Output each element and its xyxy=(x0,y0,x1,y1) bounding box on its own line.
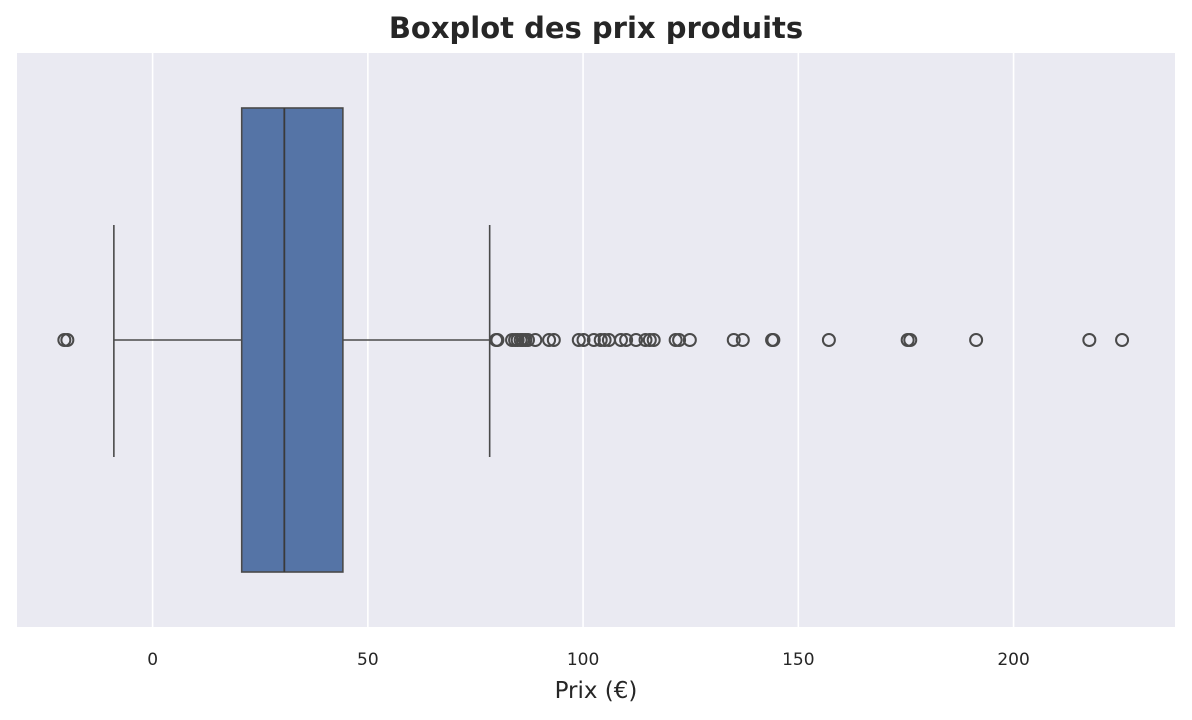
x-tick-label: 0 xyxy=(147,650,158,670)
outliers-group xyxy=(57,333,1130,347)
outlier-point xyxy=(586,333,601,347)
chart-title: Boxplot des prix produits xyxy=(389,11,803,45)
outlier-point xyxy=(638,333,653,347)
outlier-point xyxy=(613,333,628,347)
outlier-point xyxy=(546,333,561,347)
outlier-point xyxy=(597,333,612,347)
outlier-point xyxy=(682,333,697,347)
box-iqr xyxy=(240,107,344,573)
outlier-point xyxy=(766,333,781,347)
outlier-point xyxy=(571,333,586,347)
outlier-point xyxy=(969,333,984,347)
x-axis-label: Prix (€) xyxy=(555,678,638,704)
outlier-point xyxy=(646,333,661,347)
outlier-point xyxy=(60,333,75,347)
outlier-point xyxy=(593,333,608,347)
outlier-point xyxy=(619,333,634,347)
x-tick-label: 150 xyxy=(782,650,814,670)
outlier-point xyxy=(576,333,591,347)
outlier-point xyxy=(642,333,657,347)
outlier-point xyxy=(1082,333,1097,347)
x-tick-label: 100 xyxy=(567,650,599,670)
outlier-point xyxy=(542,333,557,347)
outlier-point xyxy=(735,333,750,347)
x-tick-label: 200 xyxy=(997,650,1029,670)
box-group xyxy=(113,107,491,573)
outlier-point xyxy=(821,333,836,347)
outlier-point xyxy=(490,333,505,347)
outlier-point xyxy=(629,333,644,347)
outlier-point xyxy=(903,333,918,347)
outlier-point xyxy=(672,333,687,347)
outlier-point xyxy=(520,333,535,347)
outlier-point xyxy=(528,333,543,347)
x-axis-ticks: 0 50 100 150 200 xyxy=(147,650,1030,670)
outlier-point xyxy=(1115,333,1130,347)
x-tick-label: 50 xyxy=(357,650,379,670)
outlier-point xyxy=(726,333,741,347)
